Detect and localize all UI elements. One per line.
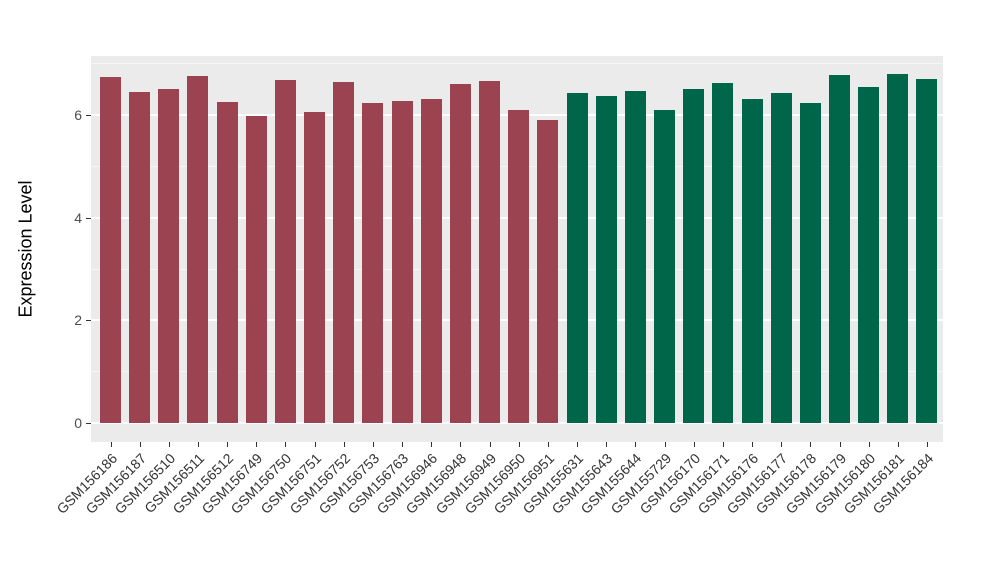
bar-GSM155643 bbox=[595, 95, 617, 423]
bar-GSM156181 bbox=[887, 73, 909, 423]
bar-GSM156511 bbox=[187, 75, 209, 423]
bar-GSM156184 bbox=[916, 79, 938, 423]
x-tick-mark bbox=[343, 442, 345, 447]
x-tick-mark bbox=[256, 442, 258, 447]
x-tick-mark bbox=[197, 442, 199, 447]
y-tick-label-2: 2 bbox=[74, 312, 82, 329]
bar-GSM156176 bbox=[741, 99, 763, 423]
bar-GSM156179 bbox=[829, 74, 850, 423]
bar-GSM156751 bbox=[304, 111, 326, 423]
bar-GSM156950 bbox=[508, 110, 530, 423]
x-tick-mark bbox=[868, 442, 870, 447]
y-tick-label-6: 6 bbox=[74, 107, 82, 124]
bar-GSM156749 bbox=[245, 116, 267, 423]
bar-GSM156763 bbox=[391, 100, 413, 423]
x-tick-mark bbox=[664, 442, 666, 447]
plot-panel bbox=[91, 56, 943, 442]
bar-GSM156170 bbox=[683, 88, 705, 423]
x-tick-mark bbox=[722, 442, 724, 447]
bar-GSM156512 bbox=[216, 102, 238, 423]
x-tick-mark bbox=[781, 442, 783, 447]
bar-GSM156946 bbox=[420, 99, 442, 423]
y-tick-mark bbox=[86, 423, 91, 424]
x-tick-mark bbox=[606, 442, 608, 447]
bar-GSM155644 bbox=[624, 91, 646, 423]
x-tick-mark bbox=[372, 442, 374, 447]
bar-GSM156949 bbox=[479, 80, 501, 423]
x-tick-mark bbox=[285, 442, 287, 447]
y-tick-mark bbox=[86, 320, 91, 322]
x-tick-mark bbox=[227, 442, 229, 447]
x-tick-mark bbox=[547, 442, 549, 447]
bar-GSM156948 bbox=[449, 84, 471, 423]
x-tick-mark bbox=[518, 442, 520, 447]
x-tick-mark bbox=[460, 442, 462, 447]
bar-GSM156177 bbox=[770, 93, 792, 423]
x-tick-mark bbox=[839, 442, 841, 447]
bar-GSM156180 bbox=[858, 86, 880, 423]
x-tick-mark bbox=[402, 442, 404, 447]
bar-GSM156510 bbox=[158, 89, 180, 423]
bar-GSM156951 bbox=[537, 120, 559, 423]
gridline-major bbox=[91, 422, 943, 424]
x-tick-mark bbox=[168, 442, 170, 447]
bar-GSM156178 bbox=[799, 102, 821, 423]
x-tick-mark bbox=[110, 442, 112, 447]
x-tick-mark bbox=[314, 442, 316, 447]
bar-GSM156750 bbox=[274, 79, 296, 423]
y-tick-label-4: 4 bbox=[74, 209, 82, 226]
bar-GSM155729 bbox=[654, 110, 676, 423]
x-tick-mark bbox=[577, 442, 579, 447]
x-tick-mark bbox=[810, 442, 812, 447]
y-tick-mark bbox=[86, 217, 91, 219]
x-tick-mark bbox=[635, 442, 637, 447]
x-tick-mark bbox=[897, 442, 899, 447]
y-axis-title: Expression Level bbox=[15, 180, 36, 318]
bar-GSM156752 bbox=[333, 82, 355, 423]
y-tick-label-0: 0 bbox=[74, 415, 82, 431]
bar-GSM156186 bbox=[100, 76, 121, 423]
x-tick-mark bbox=[752, 442, 754, 447]
bar-GSM156171 bbox=[712, 83, 734, 423]
bar-GSM156753 bbox=[362, 103, 384, 423]
x-tick-mark bbox=[489, 442, 491, 447]
bar-GSM155631 bbox=[566, 93, 588, 423]
x-tick-mark bbox=[926, 442, 928, 447]
x-tick-mark bbox=[431, 442, 433, 447]
y-tick-mark bbox=[86, 115, 91, 117]
x-tick-mark bbox=[693, 442, 695, 447]
bar-GSM156187 bbox=[129, 91, 151, 423]
gridline-minor bbox=[91, 63, 943, 65]
x-tick-mark bbox=[139, 442, 141, 447]
